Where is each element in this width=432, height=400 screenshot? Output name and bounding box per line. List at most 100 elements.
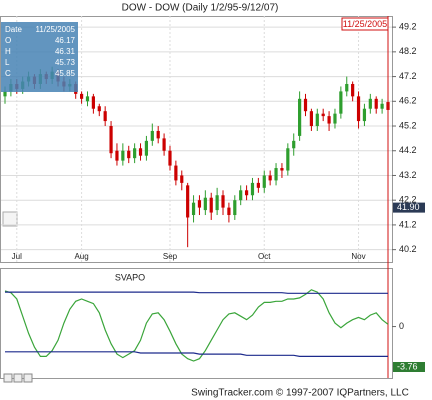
candle-body bbox=[150, 130, 154, 141]
indicator-pane bbox=[0, 268, 393, 379]
y-tick-label: 44.2 bbox=[399, 145, 417, 155]
candle-body bbox=[115, 150, 119, 161]
candle-body bbox=[262, 175, 266, 188]
y-tick-label: 46.2 bbox=[399, 96, 417, 106]
candle-body bbox=[80, 93, 84, 99]
candle-body bbox=[280, 168, 284, 171]
indicator-line bbox=[4, 289, 389, 362]
candle-body bbox=[221, 195, 225, 208]
pane-button[interactable] bbox=[13, 373, 23, 383]
y-tick-label: 48.2 bbox=[399, 46, 417, 56]
candle-body bbox=[239, 190, 243, 201]
candle-body bbox=[256, 182, 260, 188]
candle-body bbox=[121, 150, 125, 161]
y-tick-label: 0 bbox=[399, 321, 404, 331]
candle-body bbox=[91, 96, 95, 109]
info-label: O bbox=[5, 36, 11, 45]
candle-body bbox=[374, 98, 378, 109]
y-tick-label: 45.2 bbox=[399, 120, 417, 130]
y-tick-label: 49.2 bbox=[399, 22, 417, 32]
candle-body bbox=[103, 111, 107, 122]
info-box: Date 11/25/2005 O 46.17 H 46.31 L 45.73 C 45.85 bbox=[1, 22, 78, 92]
candle-body bbox=[162, 138, 166, 151]
info-value: 46.31 bbox=[55, 47, 76, 56]
indicator-title: SVAPO bbox=[115, 272, 145, 282]
candle-body bbox=[303, 98, 308, 112]
candle-body bbox=[127, 150, 131, 159]
candle-body bbox=[339, 91, 343, 114]
candle-body bbox=[250, 182, 255, 196]
cursor-box bbox=[341, 17, 389, 31]
candle-body bbox=[292, 140, 296, 149]
candle-body bbox=[315, 113, 319, 127]
y-tick-label: 47.2 bbox=[399, 71, 417, 81]
candle-body bbox=[286, 148, 290, 171]
candle-body bbox=[274, 168, 278, 181]
x-tick-label: Sep bbox=[163, 252, 178, 261]
info-value: 45.85 bbox=[55, 69, 76, 78]
info-label: H bbox=[5, 47, 11, 56]
cursor-label: 11/25/2005 bbox=[343, 19, 387, 29]
info-value: 46.17 bbox=[55, 36, 76, 45]
indicator-line bbox=[5, 291, 388, 294]
candle-body bbox=[233, 200, 237, 216]
info-label: L bbox=[5, 58, 10, 67]
candle-body bbox=[144, 140, 149, 156]
candle-body bbox=[380, 103, 384, 109]
candle-body bbox=[3, 91, 7, 97]
chart-title: DOW - DOW (Daily 1/2/95-9/12/07) bbox=[122, 3, 279, 14]
info-value: 11/25/2005 bbox=[36, 25, 76, 34]
info-value: 45.73 bbox=[55, 58, 76, 67]
y-tick-label: 41.2 bbox=[399, 219, 417, 229]
x-tick-label: Jul bbox=[12, 252, 22, 261]
x-tick-label: Oct bbox=[258, 252, 271, 261]
candle-body bbox=[356, 96, 361, 122]
pane-button[interactable] bbox=[23, 373, 33, 383]
candle-body bbox=[298, 98, 302, 136]
candle-body bbox=[227, 207, 231, 216]
y-tick-label: 42.2 bbox=[399, 195, 417, 205]
last-price-box bbox=[393, 202, 425, 213]
info-label: C bbox=[5, 69, 11, 78]
candle-body bbox=[138, 148, 143, 156]
last-value-label: -3.76 bbox=[397, 361, 418, 371]
candle-body bbox=[180, 175, 184, 183]
candle-body bbox=[174, 165, 178, 181]
candle-body bbox=[268, 175, 272, 181]
last-value-box bbox=[393, 362, 425, 372]
candle-body bbox=[333, 113, 337, 124]
footer: SwingTracker.com © 1997-2007 IQPartners,… bbox=[191, 388, 409, 399]
x-tick-label: Aug bbox=[74, 252, 88, 261]
candle-body bbox=[327, 116, 331, 124]
candle-body bbox=[209, 197, 213, 213]
candle-body bbox=[244, 190, 249, 196]
info-box-bg bbox=[1, 22, 78, 92]
candle-body bbox=[191, 202, 196, 216]
pane-button[interactable] bbox=[3, 373, 13, 383]
info-label: Date bbox=[5, 25, 22, 34]
y-tick-label: 43.2 bbox=[399, 170, 417, 180]
candle-body bbox=[109, 126, 113, 154]
candle-body bbox=[156, 130, 160, 139]
candle-body bbox=[321, 113, 325, 117]
y-tick-label: 40.2 bbox=[399, 244, 417, 254]
candle-body bbox=[168, 150, 172, 166]
candle-body bbox=[345, 83, 349, 92]
indicator-line bbox=[5, 351, 388, 357]
pane-controls[interactable] bbox=[3, 373, 33, 383]
candle-body bbox=[351, 83, 355, 97]
x-tick-label: Nov bbox=[351, 252, 365, 261]
candle-body bbox=[186, 185, 190, 218]
price-pane bbox=[0, 16, 393, 263]
zoom-control[interactable] bbox=[2, 211, 18, 227]
candle-body bbox=[368, 98, 372, 109]
candle-body bbox=[203, 197, 207, 211]
candle-body bbox=[215, 195, 219, 211]
candle-body bbox=[309, 111, 313, 127]
candle-body bbox=[97, 106, 101, 112]
candle-body bbox=[197, 200, 202, 208]
zoom-button[interactable] bbox=[2, 211, 18, 227]
candle-body bbox=[133, 148, 137, 159]
candle-body bbox=[362, 108, 367, 122]
